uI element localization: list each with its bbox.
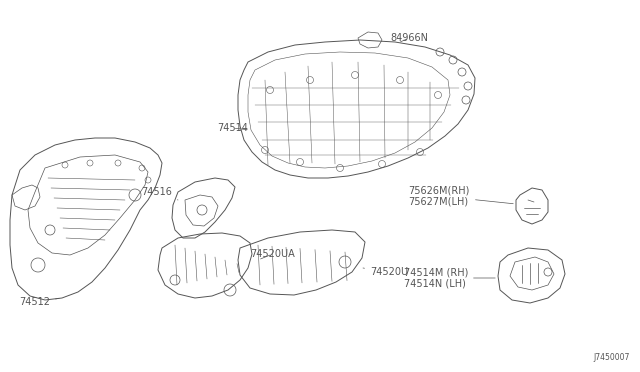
Text: J7450007: J7450007: [594, 353, 630, 362]
Text: 74514M (RH)
74514N (LH): 74514M (RH) 74514N (LH): [404, 267, 495, 289]
Text: 84966N: 84966N: [390, 33, 428, 43]
Text: 74514: 74514: [217, 123, 248, 133]
Text: 74512: 74512: [19, 297, 60, 307]
Text: 75626M(RH)
75627M(LH): 75626M(RH) 75627M(LH): [408, 185, 513, 207]
Text: 74516: 74516: [141, 187, 178, 200]
Text: 74520UA: 74520UA: [250, 249, 295, 259]
Text: 74520U: 74520U: [363, 267, 408, 277]
